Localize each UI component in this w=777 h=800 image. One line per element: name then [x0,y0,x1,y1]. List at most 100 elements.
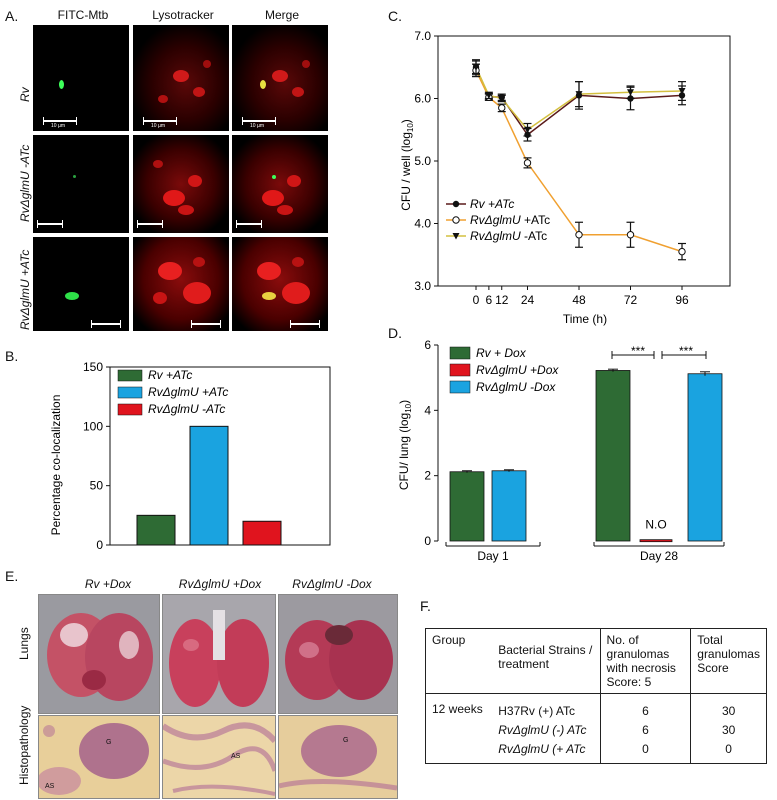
micrograph-minus-fitc [33,135,129,233]
category-label: Day 1 [477,549,509,563]
data-point [678,88,686,95]
y-tick-label: 0 [96,538,103,552]
data-point [498,95,506,102]
panel-e-row-histo: Histopathology [17,705,31,785]
legend-marker [452,200,460,208]
legend-label: RvΔglmU +ATc [148,385,228,399]
legend-swatch [117,369,143,382]
data-point [627,89,634,96]
histo-rv-dox: G AS [38,715,160,799]
panel-e-col-2: RvΔglmU +Dox [178,577,262,591]
panel-a-col-merge: Merge [264,8,299,22]
group-cell: 12 weeks [425,693,493,764]
data-point [524,126,531,134]
granuloma-table: Group Bacterial Strains / treatment No. … [425,628,767,764]
y-tick-label: 0 [424,534,431,548]
panel-a-col-lyso: Lysotracker [152,8,214,22]
panel-e-row-lungs: Lungs [17,627,31,660]
panel-a-col-fitc: FITC-Mtb [57,8,109,22]
panel-e-col-1: Rv +Dox [84,577,132,591]
lung-photo-glmu-minus-dox [278,594,398,714]
x-tick-label: 48 [572,293,586,307]
data-point [498,104,506,112]
header-total: Total granulomas Score [690,628,767,694]
x-tick-label: 72 [624,293,638,307]
bar [639,539,673,543]
chart-d-ylabel: CFU/ lung (log10) [397,400,413,490]
significance-label: *** [679,344,693,358]
chart-b-ylabel: Percentage co-localization [49,395,63,536]
y-tick-label: 6.0 [414,92,431,106]
histo-glmu-minus-dox: G [278,715,398,799]
x-tick-label: 96 [675,293,689,307]
data-point [626,231,635,239]
micrograph-plus-lyso [133,237,229,331]
y-tick-label: 100 [83,419,103,433]
x-tick-label: 6 [486,293,493,307]
data-point [485,92,493,99]
svg-text:G: G [106,739,111,746]
lung-photo-glmu-plus-dox [162,594,276,714]
panel-a-label: A. [5,8,19,24]
micrograph-minus-lyso [133,135,229,233]
table-header-row: Group Bacterial Strains / treatment No. … [425,628,767,694]
legend-label: Rv +ATc [470,197,514,211]
y-tick-label: 5.0 [414,154,431,168]
panel-a-row-minus: RvΔglmU -ATc [18,144,32,222]
legend-label: RvΔglmU +Dox [476,363,559,377]
legend-marker [452,216,460,224]
panel-f-label: F. [420,598,431,614]
histo-glmu-plus-dox: AS [162,715,276,799]
legend-swatch [117,403,143,416]
panel-a-row-rv: Rv [18,87,32,102]
panel-e-label: E. [5,568,19,584]
chart-c-ylabel: CFU / well (log10) [399,119,415,211]
y-tick-label: 4 [424,403,431,417]
y-tick-label: 50 [90,479,104,493]
significance-label: *** [631,344,645,358]
legend-label: Rv +ATc [148,368,192,382]
header-strain: Bacterial Strains / treatment [492,628,601,694]
micrograph-plus-fitc [33,237,129,331]
legend-label: RvΔglmU -ATc [470,229,547,243]
bar [189,425,229,546]
legend-swatch [449,380,471,394]
category-label: Day 28 [640,549,678,563]
legend-swatch [449,346,471,360]
chart-b: Percentage co-localization 0 50 100 150 Rv … [49,360,331,552]
bar [242,520,282,546]
x-tick-label: 0 [473,293,480,307]
micrograph-plus-merge [232,237,328,331]
necrosis-cell: 6 6 0 [599,693,692,764]
header-group: Group [425,628,493,694]
legend-label: RvΔglmU -Dox [476,380,556,394]
table-row: 12 weeks H37Rv (+) ATc RvΔglmU (-) ATc R… [425,693,767,764]
y-tick-label: 6 [424,338,431,352]
chart-c: CFU / well (log10) Time (h) 3.0 4.0 5.0 6.0… [399,29,731,326]
chart-c-frame [437,35,731,287]
bar [449,471,485,542]
bar [595,370,631,542]
bar [491,470,527,542]
panel-c-label: C. [388,8,402,24]
x-tick-label: 24 [521,293,535,307]
data-point [575,231,583,239]
x-tick-label: 12 [495,293,509,307]
y-tick-label: 3.0 [414,279,431,293]
panel-d-label: D. [388,325,402,341]
micrograph-rv-lyso: 10 µm [133,25,229,131]
panel-a-row-plus: RvΔglmU +ATc [18,249,32,330]
header-necrosis: No. of granulomas with necrosis Score: 5 [599,628,692,694]
strain-cell: H37Rv (+) ATc RvΔglmU (-) ATc RvΔglmU (+… [492,693,601,764]
bar [687,373,723,542]
lung-photo-rv-dox [38,594,160,714]
total-cell: 30 30 0 [690,693,767,764]
legend-swatch [449,363,471,377]
legend-marker [452,233,460,240]
data-point [678,247,686,256]
micrograph-rv-fitc: 10 µm [33,25,129,131]
panel-e-col-3: RvΔglmU -Dox [292,577,372,591]
svg-text:AS: AS [45,783,55,790]
legend-label: RvΔglmU +ATc [470,213,550,227]
svg-text:G: G [343,737,348,744]
